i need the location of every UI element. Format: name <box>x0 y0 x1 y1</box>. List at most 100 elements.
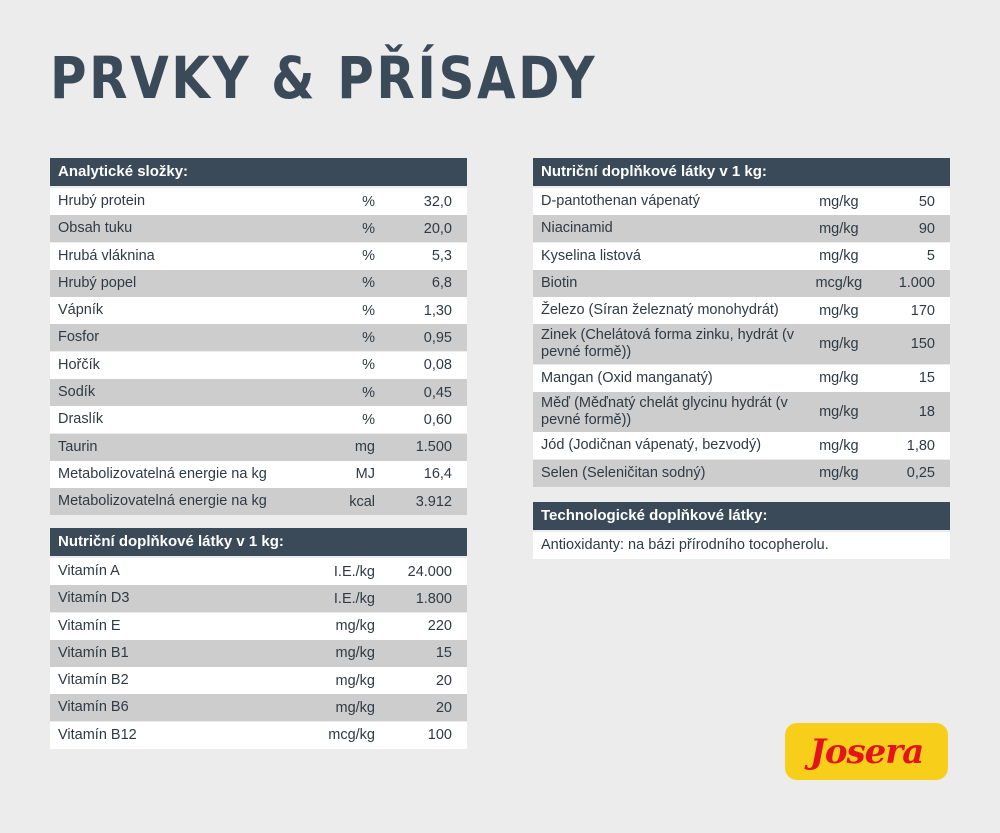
row-value: 1.800 <box>415 590 452 607</box>
row-label: Vitamín E <box>58 617 121 634</box>
row-unit: % <box>362 220 375 237</box>
table-row: Vitamín B12 mcg/kg 100 <box>50 721 467 749</box>
row-value: 0,95 <box>423 329 452 346</box>
row-unit: mg <box>354 439 375 456</box>
row-label: Hrubý popel <box>58 274 137 291</box>
table-row: Biotin mcg/kg 1.000 <box>533 269 950 297</box>
row-value: 1,30 <box>423 302 452 319</box>
row-label: Hrubá vláknina <box>58 247 155 264</box>
row-label: Biotin <box>541 274 578 291</box>
row-label: Mangan (Oxid manganatý) <box>541 369 713 386</box>
table-row: Zinek (Chelátová forma zinku, hydrát (v … <box>533 324 950 365</box>
row-label: Niacinamid <box>541 220 613 237</box>
row-value: 3.912 <box>415 493 452 510</box>
row-label: Sodík <box>58 384 96 401</box>
row-value: 20 <box>435 699 452 716</box>
table-row: Vitamín B1 mg/kg 15 <box>50 639 467 667</box>
row-value: 50 <box>918 193 935 210</box>
row-unit: % <box>362 411 375 428</box>
row-value: 170 <box>910 302 935 319</box>
row-value: 20,0 <box>423 220 452 237</box>
row-value: 15 <box>918 370 935 387</box>
row-unit: mcg/kg <box>815 275 863 292</box>
row-value: 0,25 <box>906 465 935 482</box>
logo-text: Josera <box>809 731 924 772</box>
row-label: Vitamín A <box>58 563 120 579</box>
josera-logo: Josera <box>785 723 948 780</box>
table-row: Niacinamid mg/kg 90 <box>533 215 950 243</box>
row-unit: % <box>362 275 375 292</box>
row-value: 16,4 <box>423 466 452 483</box>
table-row: Vitamín D3 I.E./kg 1.800 <box>50 585 467 613</box>
table-row: D-pantothenan vápenatý mg/kg 50 <box>533 188 950 215</box>
table-row: Mangan (Oxid manganatý) mg/kg 15 <box>533 364 950 392</box>
row-value: 5 <box>926 248 935 265</box>
row-unit: mg/kg <box>819 437 859 454</box>
row-unit: % <box>362 357 375 374</box>
row-value: 220 <box>427 618 452 635</box>
technological-table: Technologické doplňkové látky: Antioxida… <box>533 502 950 559</box>
row-label: Selen (Seleničitan sodný) <box>541 464 706 481</box>
row-unit: kcal <box>349 493 375 510</box>
row-label: Zinek (Chelátová forma zinku, hydrát (v … <box>541 327 795 361</box>
row-label: Metabolizovatelná energie na kg <box>58 493 267 510</box>
table-row: Fosfor% 0,95 <box>50 324 467 352</box>
row-unit: % <box>362 329 375 346</box>
table-row: Vitamín B2 mg/kg 20 <box>50 667 467 695</box>
row-unit: mg/kg <box>335 699 376 716</box>
row-value: 90 <box>918 220 935 237</box>
row-label: Fosfor <box>58 329 100 346</box>
row-unit: % <box>362 248 375 265</box>
row-value: 18 <box>918 404 935 421</box>
row-unit: I.E./kg <box>333 590 375 607</box>
table-row: Vitamín E mg/kg 220 <box>50 612 467 640</box>
technological-text: Antioxidanty: na bázi přírodního tocophe… <box>533 532 950 559</box>
row-value: 1,80 <box>906 437 935 454</box>
row-unit: % <box>362 384 375 401</box>
row-label: Jód (Jodičnan vápenatý, bezvodý) <box>541 437 762 454</box>
row-label: Vitamín B12 <box>58 726 137 743</box>
row-unit: mg/kg <box>335 645 376 662</box>
row-value: 15 <box>435 645 452 662</box>
row-unit: mg/kg <box>819 193 859 210</box>
table-row: Hrubý protein% 32,0 <box>50 188 467 215</box>
table-row: Hrubá vláknina% 5,3 <box>50 242 467 270</box>
row-value: 24.000 <box>407 563 452 580</box>
row-label: Vápník <box>58 302 104 319</box>
row-label: Draslík <box>58 411 104 428</box>
analytic-table: Analytické složky: Hrubý protein% 32,0 Obs… <box>50 158 467 516</box>
row-value: 0,45 <box>423 384 452 401</box>
row-value: 100 <box>427 727 452 744</box>
row-label: Vitamín D3 <box>58 590 130 607</box>
table-row: Železo (Síran železnatý monohydrát) mg/kg… <box>533 297 950 325</box>
table-row: Měď (Měďnatý chelát glycinu hydrát (v pe… <box>533 392 950 433</box>
table-row: Kyselina listová mg/kg 5 <box>533 242 950 270</box>
analytic-header: Analytické složky: <box>50 158 467 186</box>
table-row: Metabolizovatelná energie na kg MJ 16,4 <box>50 460 467 488</box>
row-label: Obsah tuku <box>58 220 133 237</box>
row-label: Hořčík <box>58 356 100 373</box>
minerals-table: Nutriční doplňkové látky v 1 kg: D-panto… <box>533 158 950 487</box>
row-label: Vitamín B1 <box>58 644 129 661</box>
row-label: Metabolizovatelná energie na kg <box>58 465 267 482</box>
row-unit: mg/kg <box>335 618 376 635</box>
row-value: 1.000 <box>898 275 935 292</box>
table-row: Jód (Jodičnan vápenatý, bezvodý) mg/kg 1,8… <box>533 432 950 460</box>
row-value: 5,3 <box>431 248 452 265</box>
row-label: Železo (Síran železnatý monohydrát) <box>541 302 779 319</box>
row-unit: mg/kg <box>335 672 376 689</box>
row-unit: mg/kg <box>819 336 859 353</box>
row-label: Taurin <box>58 438 98 455</box>
table-row: Hořčík% 0,08 <box>50 351 467 379</box>
row-label: Vitamín B2 <box>58 672 129 689</box>
row-unit: mcg/kg <box>328 727 375 744</box>
row-label: Vitamín B6 <box>58 699 129 716</box>
row-unit: I.E./kg <box>333 563 375 580</box>
row-unit: % <box>362 193 375 210</box>
row-value: 1.500 <box>415 439 452 456</box>
row-value: 6,8 <box>431 275 452 292</box>
row-unit: mg/kg <box>819 404 859 421</box>
row-value: 32,0 <box>423 193 452 210</box>
page-title: PRVKY & PŘÍSADY <box>50 44 598 112</box>
row-unit: mg/kg <box>819 302 859 319</box>
